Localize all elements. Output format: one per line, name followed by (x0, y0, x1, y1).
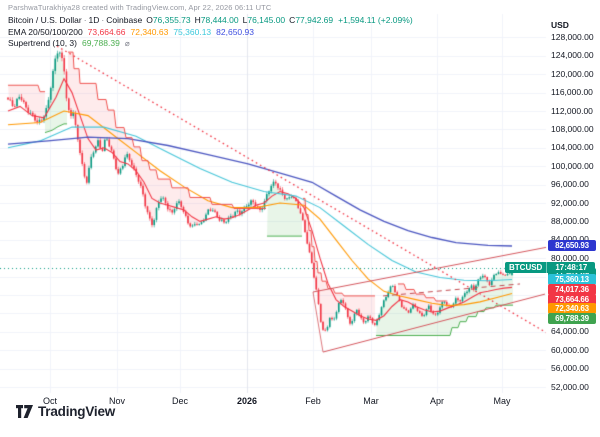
supertrend-value: 69,788.39 (81, 38, 120, 48)
symbol-name[interactable]: Bitcoin / U.S. Dollar (8, 15, 82, 25)
close-label: C (289, 15, 296, 25)
supertrend-indicator-row[interactable]: Supertrend (10, 3) 69,788.39 ⌀ (8, 38, 413, 50)
time-axis-label[interactable]: Mar (363, 396, 379, 406)
low-label: L (242, 15, 248, 25)
symbol-info-row[interactable]: Bitcoin / U.S. Dollar · 1D · Coinbase O76,355… (8, 15, 413, 25)
low-value: 76,145.00 (247, 15, 286, 25)
open-value: 76,355.73 (152, 15, 191, 25)
tradingview-logo-icon (16, 405, 33, 418)
time-axis-label[interactable]: May (493, 396, 511, 406)
time-axis-label[interactable]: Dec (171, 396, 189, 406)
time-axis-label[interactable]: Feb (305, 396, 321, 406)
high-value: 78,444.00 (200, 15, 239, 25)
time-axis[interactable]: Oct Nov Dec 2026 Feb Mar Apr May (0, 394, 600, 408)
ema-value: 73,664.66 (87, 26, 126, 37)
ema-value: 72,340.63 (130, 26, 169, 37)
tradingview-logo-text: TradingView (38, 404, 116, 419)
ema-indicator-row[interactable]: EMA 20/50/100/200 73,664.66 72,340.63 75,36… (8, 27, 413, 39)
attribution-text: ParshwaTurakhiya28 created with TradingV… (8, 3, 272, 12)
exchange-label: Coinbase (106, 15, 143, 25)
chart-legend: Bitcoin / U.S. Dollar · 1D · Coinbase O76,355… (8, 15, 413, 50)
ema-label[interactable]: EMA 20/50/100/200 (8, 26, 83, 37)
ema-values: 73,664.66 72,340.63 75,360.13 82,650.93 (83, 27, 254, 37)
open-label: O (146, 15, 153, 25)
tradingview-logo[interactable]: TradingView (16, 404, 115, 419)
supertrend-label[interactable]: Supertrend (10, 3) (8, 38, 77, 48)
ema-value: 82,650.93 (216, 26, 254, 37)
hidden-marker-icon[interactable]: ⌀ (124, 39, 130, 48)
high-label: H (194, 15, 201, 25)
change-value: +1,594.11 (+2.09%) (338, 15, 413, 25)
time-axis-label[interactable]: Nov (108, 396, 126, 406)
time-axis-label[interactable]: 2026 (236, 396, 258, 406)
close-value: 77,942.69 (295, 15, 334, 25)
ema-value: 75,360.13 (173, 26, 212, 37)
time-axis-label[interactable]: Apr (429, 396, 445, 406)
time-axis-label[interactable]: Oct (42, 396, 58, 406)
interval-label[interactable]: 1D (88, 15, 100, 25)
